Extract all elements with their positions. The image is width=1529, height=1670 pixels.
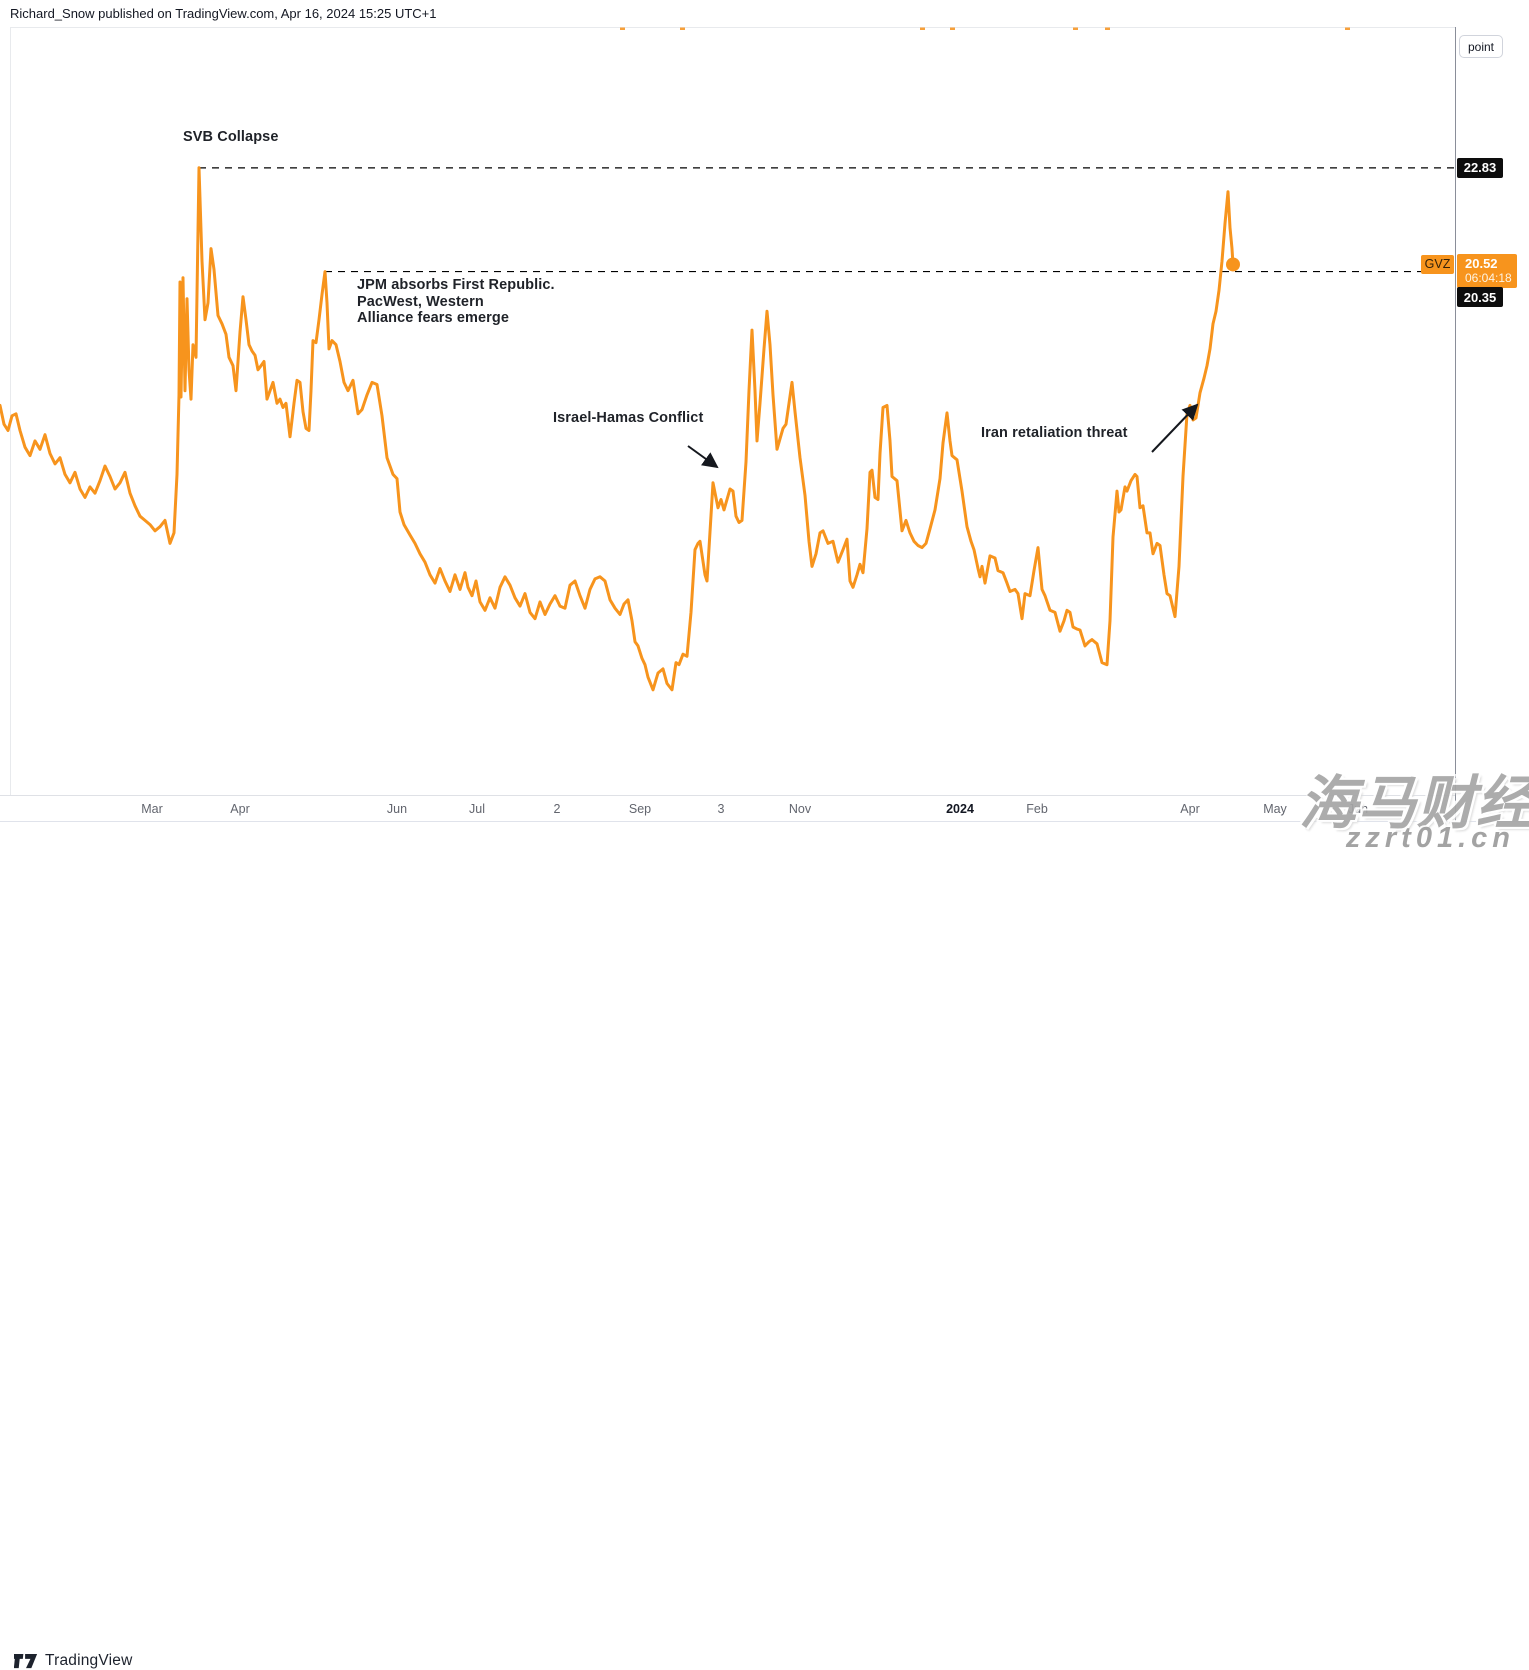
x-axis-tick: Jun: [1347, 802, 1369, 816]
symbol-badge: GVZ: [1421, 254, 1454, 274]
watermark-cn: 海马财经: [1298, 771, 1529, 836]
x-axis-tick: 3: [717, 802, 725, 816]
tradingview-logo[interactable]: TradingView: [14, 1652, 133, 1670]
time-axis[interactable]: Mar Apr Jun Jul 2 Sep 3 Nov 2024 Feb Apr May Jun: [0, 795, 1455, 822]
annotation-israel: Israel-Hamas Conflict: [553, 410, 704, 426]
x-axis-tick: Mar: [141, 802, 163, 816]
watermark-url: zzrt01.cn: [1345, 822, 1515, 854]
price-scale[interactable]: 25.0024.0023.0022.0021.0020.0019.0018.00…: [1455, 27, 1529, 821]
annotation-iran: Iran retaliation threat: [981, 425, 1128, 441]
x-axis-tick: Apr: [1180, 802, 1200, 816]
annotation-svb: SVB Collapse: [183, 129, 279, 145]
countdown-timer: 06:04:18: [1465, 271, 1512, 286]
x-axis-tick: 2: [553, 802, 561, 816]
high-price-badge: 22.83: [1457, 157, 1503, 178]
published-byline: Richard_Snow published on TradingView.co…: [10, 6, 437, 21]
x-axis-tick: Jun: [386, 802, 408, 816]
last-price-value: 20.52: [1465, 256, 1498, 272]
x-axis-tick: Sep: [628, 802, 652, 816]
annotation-jpm: JPM absorbs First Republic. PacWest, West…: [357, 277, 555, 326]
tradingview-logo-icon: [14, 1653, 38, 1668]
close-price-badge: 20.35: [1457, 287, 1503, 308]
x-axis-tick: May: [1263, 802, 1287, 816]
x-axis-tick: Apr: [230, 802, 250, 816]
x-axis-tick: 2024: [946, 802, 974, 816]
x-axis-tick: Nov: [788, 802, 812, 816]
last-price-label: 20.52 06:04:18: [1457, 254, 1517, 289]
x-axis-tick: Jul: [469, 802, 485, 816]
x-axis-tick: Feb: [1026, 802, 1048, 816]
unit-point-button[interactable]: point: [1459, 35, 1503, 58]
tradingview-logo-text: TradingView: [45, 1652, 133, 1669]
